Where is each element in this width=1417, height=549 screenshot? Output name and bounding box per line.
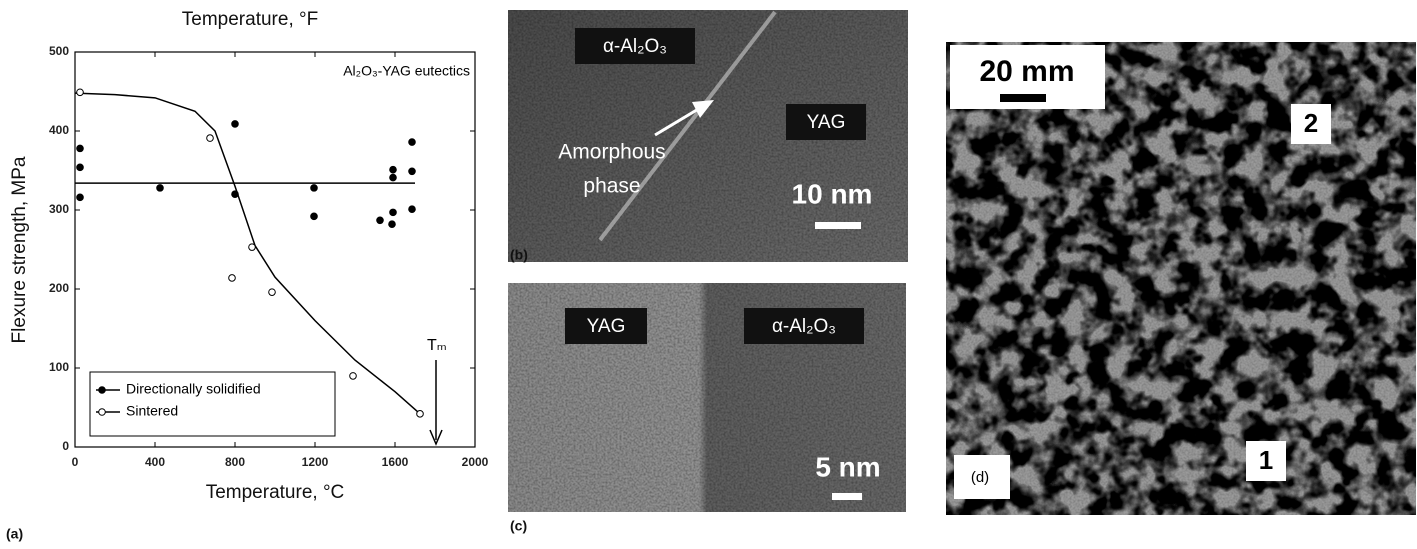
point (409, 206, 416, 213)
region-label: 2 (1304, 108, 1318, 138)
x-tick-label: 1600 (382, 455, 409, 469)
legend-marker (99, 387, 106, 394)
y-axis-label: Flexure strength, MPa (9, 156, 30, 343)
panel-label: (c) (510, 518, 527, 534)
point (77, 194, 84, 201)
point (377, 217, 384, 224)
point (77, 89, 84, 96)
point (390, 166, 397, 173)
y-tick-label: 500 (49, 44, 69, 58)
point (249, 244, 256, 251)
figure: Temperature, °F Temperature, °C Flexure … (0, 0, 1417, 544)
point (269, 289, 276, 296)
phase-label: α-Al₂O₃ (772, 316, 836, 337)
melting-label: Tₘ (427, 337, 447, 354)
x-tick-label: 1200 (302, 455, 329, 469)
point (417, 411, 424, 418)
point (389, 221, 396, 228)
region-label: 1 (1259, 445, 1273, 475)
scale-bar (832, 493, 862, 500)
note: Amorphous (558, 141, 665, 164)
top-axis-title: Temperature, °F (182, 9, 318, 30)
scale-bar (1000, 94, 1046, 102)
point (77, 145, 84, 152)
legend-label: Directionally solidified (126, 381, 261, 397)
x-axis-label: Temperature, °C (206, 482, 345, 503)
point (232, 191, 239, 198)
point (350, 373, 357, 380)
point (390, 174, 397, 181)
point (232, 121, 239, 128)
point (390, 209, 397, 216)
y-tick-label: 100 (49, 360, 69, 374)
legend-marker (99, 409, 106, 416)
point (229, 275, 236, 282)
note: phase (583, 175, 640, 198)
annotation: Al₂O₃-YAG eutectics (343, 63, 470, 79)
point (77, 164, 84, 171)
x-tick-label: 2000 (462, 455, 489, 469)
point (409, 139, 416, 146)
scale-label: 10 nm (792, 178, 873, 209)
panel-label: (d) (971, 469, 989, 486)
point (311, 213, 318, 220)
photograph-grain (946, 42, 1416, 515)
point (157, 185, 164, 192)
phase-label: YAG (807, 112, 846, 133)
x-tick-label: 400 (145, 455, 165, 469)
scale-label: 5 nm (815, 451, 880, 482)
fit-line (75, 93, 420, 414)
panel-label: (b) (510, 247, 528, 263)
point (311, 185, 318, 192)
y-tick-label: 300 (49, 202, 69, 216)
scale-label: 20 mm (979, 55, 1074, 88)
point (409, 168, 416, 175)
y-tick-label: 400 (49, 123, 69, 137)
phase-label: α-Al₂O₃ (603, 36, 667, 57)
x-tick-label: 800 (225, 455, 245, 469)
x-tick-label: 0 (72, 455, 79, 469)
y-tick-label: 200 (49, 281, 69, 295)
phase-label: YAG (587, 316, 626, 337)
point (207, 135, 214, 142)
y-tick-label: 0 (62, 439, 69, 453)
legend-label: Sintered (126, 403, 178, 419)
scale-bar (815, 222, 861, 229)
panel-label: (a) (6, 526, 23, 542)
